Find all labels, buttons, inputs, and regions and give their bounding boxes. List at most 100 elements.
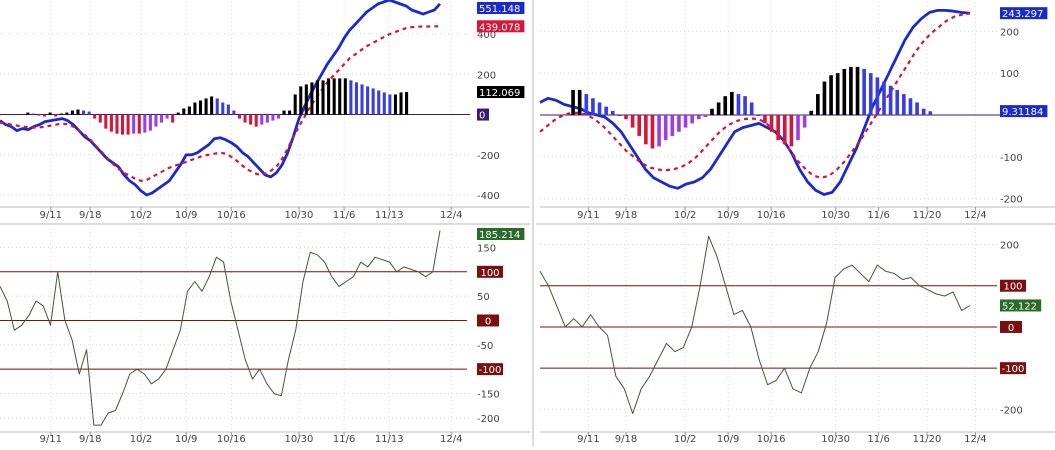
- histogram-bar: [126, 114, 130, 135]
- histogram-bar: [171, 114, 175, 123]
- x-tick-label: 10/30: [821, 434, 850, 445]
- histogram-bar: [148, 114, 152, 131]
- histogram-bar: [862, 68, 866, 116]
- histogram-bar: [749, 102, 754, 116]
- histogram-bar: [696, 115, 701, 120]
- histogram-bar: [736, 94, 741, 116]
- histogram-bar: [723, 96, 728, 116]
- cci-line: [0, 230, 441, 426]
- x-tick-label: 10/30: [821, 210, 850, 221]
- value-flag: [477, 86, 525, 99]
- y-tick-label: -150: [477, 389, 500, 400]
- histogram-bar: [282, 110, 286, 115]
- x-tick-label: 11/13: [375, 210, 404, 221]
- histogram-bar: [802, 115, 807, 128]
- reference-label: -100: [1002, 364, 1025, 375]
- histogram-bar: [271, 114, 275, 121]
- histogram-bar: [888, 85, 893, 116]
- histogram-bar: [154, 114, 158, 127]
- histogram-bar: [577, 89, 582, 116]
- histogram-bar: [816, 94, 820, 116]
- value-flag: [1000, 299, 1042, 312]
- histogram-bar: [304, 84, 308, 115]
- histogram-bar: [921, 108, 926, 116]
- histogram-bar: [226, 104, 230, 115]
- right-macd-panel[interactable]: 200 100 -100 -200 9/11 9/18 10/2 10/9 10/16 10/30…: [539, 2, 1055, 221]
- x-tick-label: 10/30: [285, 210, 314, 221]
- y-tick-label: -50: [477, 341, 493, 352]
- y-tick-label: -200: [1000, 195, 1023, 206]
- y-tick-label: 200: [1000, 240, 1019, 251]
- x-tick-label: 9/11: [40, 434, 62, 445]
- histogram-bar: [299, 86, 303, 115]
- histogram-bar: [703, 115, 708, 118]
- histogram-bar: [65, 112, 69, 115]
- histogram-bar: [37, 114, 41, 116]
- histogram-bar: [321, 80, 325, 115]
- histogram-bar: [842, 68, 847, 116]
- value-flag-text: 439.078: [479, 22, 520, 33]
- histogram-bar: [630, 115, 635, 128]
- histogram-bar: [796, 115, 800, 141]
- reference-label-box: [477, 363, 503, 376]
- histogram-bar: [902, 94, 906, 116]
- left-cci-panel[interactable]: 100 0 -100 150 50 -50 -150 -200 9/11 9/18 10/2 10/9…: [0, 228, 530, 445]
- histogram-bar: [882, 81, 886, 116]
- histogram-bar: [399, 92, 403, 115]
- histogram-bar: [371, 88, 375, 115]
- x-tick-label: 11/6: [867, 434, 889, 445]
- histogram-bar: [776, 115, 780, 141]
- histogram-bar: [210, 96, 214, 115]
- x-tick-label: 12/4: [440, 210, 462, 221]
- histogram-bar: [928, 111, 933, 116]
- histogram-bar: [716, 102, 721, 116]
- histogram-bar: [677, 115, 681, 132]
- x-tick-label: 9/18: [79, 434, 101, 445]
- y-tick-label: 200: [477, 70, 496, 81]
- y-tick-label: 50: [477, 292, 490, 303]
- histogram-bar: [104, 114, 108, 129]
- left-macd-panel[interactable]: 400 200 -200 -400 9/11 9/18 10/2 10/9 10/16 10/30…: [0, 0, 530, 221]
- histogram-bar: [908, 98, 913, 116]
- x-tick-label: 12/4: [964, 210, 986, 221]
- value-flag: [1000, 105, 1048, 118]
- histogram-bar: [650, 115, 655, 149]
- histogram-bar: [644, 115, 648, 145]
- histogram-bar: [265, 114, 269, 123]
- y-tick-label: -400: [477, 191, 500, 202]
- x-tick-label: 10/2: [130, 210, 152, 221]
- y-tick-label: -200: [1000, 405, 1023, 416]
- x-tick-label: 12/4: [964, 434, 986, 445]
- x-tick-label: 11/6: [867, 210, 889, 221]
- y-tick-label: 200: [1000, 27, 1019, 38]
- histogram-bar: [663, 115, 668, 141]
- x-tick-label: 9/11: [577, 210, 599, 221]
- value-flag-text: 52.122: [1002, 301, 1037, 312]
- histogram-bar: [895, 89, 900, 116]
- histogram-bar: [31, 113, 35, 115]
- value-flag-text: 185.214: [479, 230, 520, 241]
- x-tick-label: 10/9: [175, 434, 197, 445]
- histogram-bar: [187, 106, 191, 115]
- value-flag: [477, 108, 489, 121]
- right-cci-panel[interactable]: 100 0 -100 200 -200 9/11 9/18 10/2 10/9 10/16 10/3…: [539, 228, 1055, 445]
- histogram-bar: [571, 89, 575, 116]
- signal-line: [0, 25, 440, 182]
- histogram-bar: [121, 114, 125, 135]
- x-tick-label: 10/9: [717, 210, 739, 221]
- y-tick-label: 100: [1000, 69, 1019, 80]
- histogram-bar: [690, 115, 694, 124]
- histogram-bar: [143, 114, 147, 133]
- histogram-bar: [193, 102, 197, 115]
- histogram-bar: [137, 114, 141, 134]
- histogram-bar: [109, 114, 113, 132]
- y-tick-label: 150: [477, 243, 496, 254]
- x-tick-label: 10/2: [130, 434, 152, 445]
- reference-label-box: [1000, 279, 1026, 292]
- value-flag-text: 0: [479, 111, 485, 122]
- reference-label-box: [477, 314, 499, 327]
- x-tick-label: 12/4: [440, 434, 462, 445]
- histogram-bar: [232, 110, 236, 115]
- x-tick-label: 10/9: [717, 434, 739, 445]
- histogram-bar: [763, 115, 767, 124]
